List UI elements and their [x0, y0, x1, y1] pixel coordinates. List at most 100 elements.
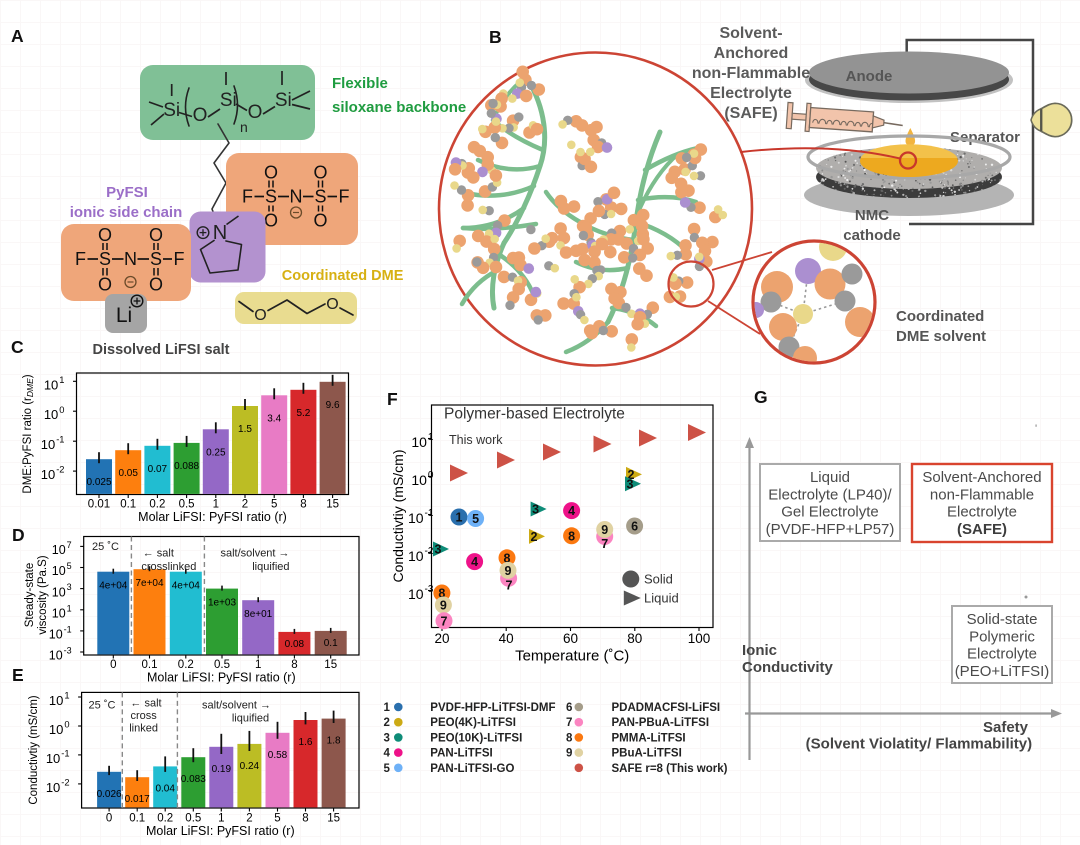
svg-text:-2: -2	[425, 546, 434, 557]
svg-text:Ionic: Ionic	[742, 642, 777, 659]
svg-text:10: 10	[49, 649, 63, 663]
svg-text:-2: -2	[56, 465, 64, 475]
svg-text:8: 8	[291, 659, 297, 671]
svg-text:40: 40	[499, 631, 514, 646]
svg-text:10: 10	[52, 607, 66, 621]
svg-text:O: O	[149, 275, 163, 295]
svg-text:Conductivtiy (mS/cm): Conductivtiy (mS/cm)	[28, 695, 40, 804]
svg-text:0: 0	[106, 813, 112, 825]
svg-text:10: 10	[411, 434, 427, 450]
svg-text:5.2: 5.2	[296, 408, 310, 419]
svg-text:10: 10	[41, 467, 55, 482]
svg-text:O: O	[326, 296, 338, 313]
svg-text:7: 7	[67, 540, 72, 550]
svg-text:9.6: 9.6	[326, 400, 340, 411]
svg-text:5: 5	[274, 813, 280, 825]
svg-text:8: 8	[504, 551, 511, 565]
svg-text:7e+04: 7e+04	[135, 578, 164, 589]
svg-text:20: 20	[434, 631, 449, 646]
svg-text:1e+03: 1e+03	[208, 598, 237, 609]
svg-text:Conductivtiy (mS/cm): Conductivtiy (mS/cm)	[390, 449, 406, 582]
svg-text:3: 3	[627, 477, 634, 491]
svg-text:0.083: 0.083	[181, 774, 206, 785]
svg-text:0.017: 0.017	[125, 794, 150, 805]
svg-text:0.5: 0.5	[185, 813, 201, 825]
svg-text:salt/solvent →: salt/solvent →	[220, 548, 289, 560]
svg-text:6: 6	[566, 702, 572, 714]
svg-text:cathode: cathode	[843, 227, 901, 244]
svg-text:10: 10	[46, 780, 60, 795]
svg-text:DME:PyFSI ratio (rDME): DME:PyFSI ratio (rDME)	[22, 374, 35, 493]
svg-text:0.088: 0.088	[174, 461, 199, 472]
svg-text:10: 10	[52, 543, 66, 557]
svg-text:A: A	[11, 26, 24, 46]
svg-text:0: 0	[59, 405, 64, 415]
svg-text:0.05: 0.05	[118, 468, 138, 479]
svg-text:non-Flammable: non-Flammable	[930, 486, 1034, 503]
svg-text:PMMA-LiTFSI: PMMA-LiTFSI	[612, 732, 686, 744]
svg-text:linked: linked	[129, 723, 158, 735]
svg-text:0.2: 0.2	[149, 499, 165, 511]
svg-text:Anchored: Anchored	[714, 45, 789, 62]
svg-text:-3: -3	[425, 584, 434, 595]
svg-text:Flexible: Flexible	[332, 75, 388, 92]
svg-text:2: 2	[246, 813, 252, 825]
svg-text:O: O	[98, 275, 112, 295]
svg-text:Solvent-: Solvent-	[719, 25, 782, 42]
svg-text:liquified: liquified	[232, 713, 269, 725]
svg-text:3: 3	[435, 543, 442, 557]
svg-text:-1: -1	[61, 748, 69, 758]
svg-text:Solid-state: Solid-state	[967, 611, 1038, 628]
svg-text:1: 1	[213, 499, 219, 511]
svg-text:O: O	[193, 105, 208, 126]
svg-text:(SAFE): (SAFE)	[957, 521, 1007, 538]
svg-text:cross: cross	[130, 710, 157, 722]
svg-text:0.25: 0.25	[206, 447, 226, 458]
svg-text:S: S	[314, 187, 326, 207]
svg-text:PEO(4K)-LiTFSI: PEO(4K)-LiTFSI	[430, 717, 516, 729]
svg-text:6: 6	[631, 520, 638, 534]
svg-text:5: 5	[67, 561, 72, 571]
svg-text:PyFSI: PyFSI	[106, 184, 148, 201]
svg-text:Si: Si	[220, 90, 237, 111]
svg-text:PDADMACFSI-LiFSI: PDADMACFSI-LiFSI	[612, 702, 721, 714]
svg-text:G: G	[754, 387, 768, 407]
svg-text:60: 60	[563, 631, 578, 646]
svg-text:2: 2	[242, 499, 248, 511]
svg-text:10: 10	[52, 564, 66, 578]
svg-text:Electrolyte: Electrolyte	[947, 504, 1017, 521]
svg-text:4: 4	[384, 748, 391, 760]
svg-text:10: 10	[46, 751, 60, 766]
svg-text:0.1: 0.1	[324, 638, 338, 649]
svg-text:15: 15	[324, 659, 337, 671]
svg-text:salt/solvent →: salt/solvent →	[202, 700, 271, 712]
svg-text:10: 10	[44, 377, 58, 392]
svg-text:8e+01: 8e+01	[244, 609, 273, 620]
svg-text:10: 10	[41, 437, 55, 452]
svg-text:15: 15	[327, 813, 340, 825]
svg-text:4e+04: 4e+04	[172, 581, 201, 592]
svg-text:0.2: 0.2	[178, 659, 194, 671]
svg-text:0: 0	[428, 470, 434, 481]
svg-text:1: 1	[218, 813, 224, 825]
svg-text:10: 10	[408, 586, 424, 602]
svg-text:10: 10	[49, 722, 63, 737]
svg-text:10: 10	[44, 407, 58, 422]
svg-text:0: 0	[110, 659, 116, 671]
svg-text:7: 7	[566, 717, 572, 729]
svg-text:Dissolved LiFSI salt: Dissolved LiFSI salt	[93, 342, 230, 358]
svg-text:1: 1	[384, 702, 391, 714]
svg-text:Electrolyte: Electrolyte	[710, 85, 792, 102]
svg-text:3: 3	[67, 582, 72, 592]
svg-text:4: 4	[568, 504, 575, 518]
svg-text:PAN-LiTFSI-GO: PAN-LiTFSI-GO	[430, 763, 514, 775]
svg-text:Polymeric: Polymeric	[969, 628, 1035, 645]
svg-text:O: O	[264, 211, 278, 231]
svg-text:0.5: 0.5	[179, 499, 195, 511]
svg-text:0.24: 0.24	[240, 761, 260, 772]
svg-text:O: O	[264, 163, 278, 183]
svg-text:1: 1	[428, 432, 434, 443]
svg-text:7: 7	[601, 537, 608, 551]
svg-text:1.6: 1.6	[299, 737, 313, 748]
svg-text:Steady-state: Steady-state	[24, 563, 36, 628]
